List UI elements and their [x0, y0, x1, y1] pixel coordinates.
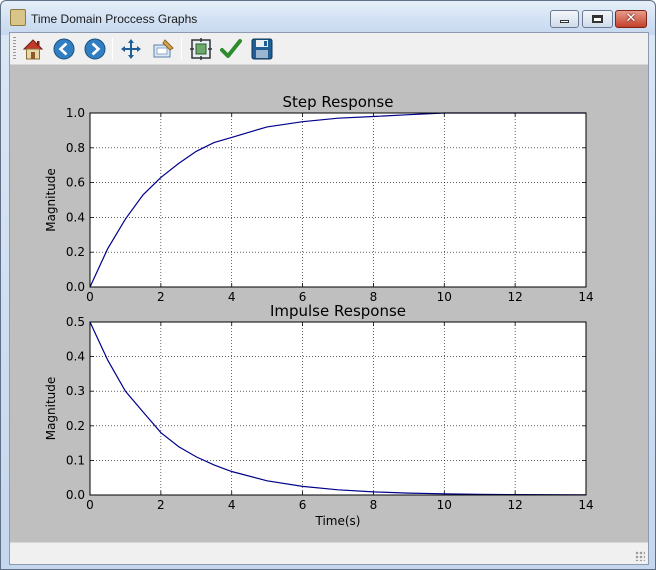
impulse-response-axes: 0 2 4 6 8 10 12 14 0.0 0.1 0.2 0.3 0.4 0.5 Impulse Res…	[44, 302, 594, 528]
x-tick-label: 10	[437, 290, 452, 304]
x-tick-label: 14	[578, 498, 593, 512]
y-tick-label: 0.0	[66, 488, 85, 502]
home-button[interactable]	[20, 36, 46, 62]
x-tick-label: 4	[228, 498, 236, 512]
plot-frame	[89, 321, 587, 496]
status-bar	[10, 542, 648, 564]
figure-svg[interactable]: 0 2 4 6 8 10 12 14 0.0 0.2 0.4 0.6 0.8 1.0 Step Respon…	[10, 66, 648, 541]
plot-background	[90, 113, 586, 287]
zoom-button[interactable]	[150, 36, 176, 62]
y-tick-label: 0.2	[66, 245, 85, 259]
maximize-icon	[592, 15, 603, 23]
zoom-icon	[153, 39, 174, 58]
y-tick-label: 0.4	[66, 210, 85, 224]
x-axis-label: Time(s)	[315, 514, 361, 528]
x-tick-label: 0	[86, 498, 94, 512]
x-tick-label: 2	[157, 290, 165, 304]
y-tick-label: 0.6	[66, 176, 85, 190]
chart-title: Impulse Response	[270, 302, 406, 320]
home-icon	[22, 39, 44, 60]
x-tick-label: 6	[299, 498, 307, 512]
toolbar-grip[interactable]	[13, 37, 16, 61]
y-tick-label: 0.2	[66, 419, 85, 433]
edit-axis-icon	[220, 39, 242, 58]
figure-canvas[interactable]: 0 2 4 6 8 10 12 14 0.0 0.2 0.4 0.6 0.8 1.0 Step Respon…	[10, 66, 648, 541]
x-tick-label: 4	[228, 290, 236, 304]
pan-button[interactable]	[118, 36, 144, 62]
y-tick-label: 0.8	[66, 141, 85, 155]
x-tick-label: 12	[508, 498, 523, 512]
title-bar[interactable]: Time Domain Proccess Graphs ✕	[1, 1, 655, 35]
close-button[interactable]: ✕	[615, 10, 647, 28]
maximize-button[interactable]	[582, 10, 613, 28]
window-title: Time Domain Proccess Graphs	[31, 12, 198, 26]
y-tick-label: 0.1	[66, 453, 85, 467]
y-tick-label: 0.0	[66, 280, 85, 294]
forward-button[interactable]	[82, 36, 108, 62]
save-icon	[251, 38, 273, 60]
back-button[interactable]	[51, 36, 77, 62]
pan-icon	[121, 39, 141, 59]
save-button[interactable]	[249, 36, 275, 62]
subplots-icon	[190, 38, 212, 60]
y-axis-label: Magnitude	[44, 168, 58, 232]
x-tick-label: 8	[370, 290, 378, 304]
x-tick-label: 0	[86, 290, 94, 304]
toolbar-separator	[181, 38, 182, 60]
client-area: 0 2 4 6 8 10 12 14 0.0 0.2 0.4 0.6 0.8 1.0 Step Respon…	[9, 32, 649, 565]
minimize-button[interactable]	[550, 10, 579, 28]
minimize-icon	[560, 20, 569, 23]
step-response-axes: 0 2 4 6 8 10 12 14 0.0 0.2 0.4 0.6 0.8 1.0 Step Respon…	[44, 93, 594, 304]
app-icon[interactable]	[10, 9, 26, 26]
y-tick-label: 0.5	[66, 315, 85, 329]
plot-frame	[89, 112, 587, 288]
navigation-toolbar	[10, 33, 648, 65]
plot-background	[90, 322, 586, 495]
resize-grip[interactable]	[635, 551, 645, 561]
y-axis-label: Magnitude	[44, 377, 58, 441]
back-icon	[53, 38, 75, 60]
x-tick-label: 8	[370, 498, 378, 512]
x-tick-label: 12	[508, 290, 523, 304]
chart-title: Step Response	[283, 93, 394, 111]
subplots-button[interactable]	[188, 36, 214, 62]
close-icon: ✕	[625, 11, 637, 26]
y-tick-label: 1.0	[66, 106, 85, 120]
forward-icon	[84, 38, 106, 60]
x-tick-label: 14	[578, 290, 593, 304]
x-tick-label: 6	[299, 290, 307, 304]
y-tick-label: 0.4	[66, 350, 85, 364]
x-tick-label: 2	[157, 498, 165, 512]
toolbar-separator	[112, 38, 113, 60]
edit-axis-button[interactable]	[218, 36, 244, 62]
y-tick-label: 0.3	[66, 384, 85, 398]
x-tick-label: 10	[437, 498, 452, 512]
